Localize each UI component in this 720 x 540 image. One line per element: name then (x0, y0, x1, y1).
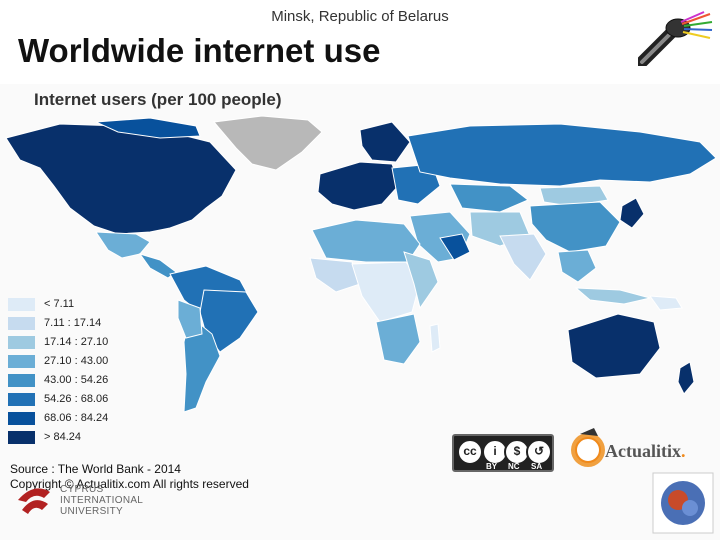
cyprus-university-logo-icon (18, 488, 50, 514)
cc-sa-label: SA (531, 462, 543, 471)
legend-label: 54.26 : 68.06 (44, 393, 109, 405)
region-kazakhstan (449, 183, 529, 213)
brand-dot: . (681, 441, 686, 461)
region-australia (567, 313, 661, 379)
region-madagascar (429, 323, 441, 353)
legend-label: 17.14 : 27.10 (44, 336, 109, 348)
legend-swatch (8, 355, 35, 368)
source-line: Source : The World Bank - 2014 (10, 462, 181, 476)
cc-nc-label: NC (508, 462, 520, 471)
region-south-america-south (183, 315, 221, 413)
map-heading: Internet users (per 100 people) (34, 90, 282, 109)
legend-label: < 7.11 (44, 298, 75, 310)
legend-swatch (8, 412, 35, 425)
slide-title: Worldwide internet use (18, 32, 381, 69)
location-subtitle: Minsk, Republic of Belarus (271, 8, 449, 25)
legend-swatch (8, 431, 35, 444)
university-line-3: UNIVERSITY (60, 506, 124, 517)
legend-swatch (8, 374, 35, 387)
legend-label: 7.11 : 17.14 (44, 317, 102, 329)
university-name: CYPRUS INTERNATIONAL UNIVERSITY (60, 484, 143, 517)
legend-swatch (8, 298, 35, 311)
map-source: Source : The World Bank - 2014 Copyright… (10, 462, 249, 492)
region-west-africa (309, 257, 361, 293)
legend-label: 27.10 : 43.00 (44, 355, 109, 367)
region-india (499, 233, 547, 281)
fiber-cable-icon (638, 11, 713, 66)
cc-license-badge: cc i $ ↺ BY NC SA (452, 434, 554, 472)
flower-emblem-icon (652, 472, 714, 534)
region-north-africa (311, 219, 421, 263)
cc-icon: cc (457, 439, 483, 465)
region-europe-west (317, 161, 401, 211)
legend-label: > 84.24 (44, 431, 82, 443)
sa-icon: ↺ (526, 439, 552, 465)
region-greenland (213, 115, 323, 171)
region-china (529, 201, 621, 253)
copyright-line: Copyright © Actualitix.com All rights re… (10, 477, 249, 491)
world-choropleth-map (5, 115, 717, 413)
cc-by-label: BY (486, 462, 498, 471)
university-line-2: INTERNATIONAL (60, 495, 144, 506)
region-canada-north (95, 117, 201, 139)
region-scandinavia (359, 121, 411, 163)
region-central-africa (351, 261, 421, 323)
region-bolivia-peru (177, 299, 203, 339)
actualitix-logo-icon (571, 428, 605, 467)
actualitix-wordmark: Actualitix. (605, 441, 686, 462)
legend-swatch (8, 393, 35, 406)
legend-label: 68.06 : 84.24 (44, 412, 109, 424)
region-papua (648, 295, 683, 311)
region-east-africa (403, 251, 439, 310)
region-new-zealand (677, 361, 695, 395)
legend-label: 43.00 : 54.26 (44, 374, 109, 386)
region-southern-africa (375, 313, 421, 365)
region-indonesia (574, 287, 651, 305)
brand-name: Actualitix (605, 441, 681, 461)
region-russia (407, 123, 717, 187)
region-southeast-asia (557, 249, 597, 283)
legend-swatch (8, 336, 35, 349)
region-gulf (439, 233, 471, 261)
university-line-1: CYPRUS (60, 484, 104, 495)
legend-swatch (8, 317, 35, 330)
region-japan-korea (619, 197, 645, 229)
region-north-america (5, 123, 237, 235)
